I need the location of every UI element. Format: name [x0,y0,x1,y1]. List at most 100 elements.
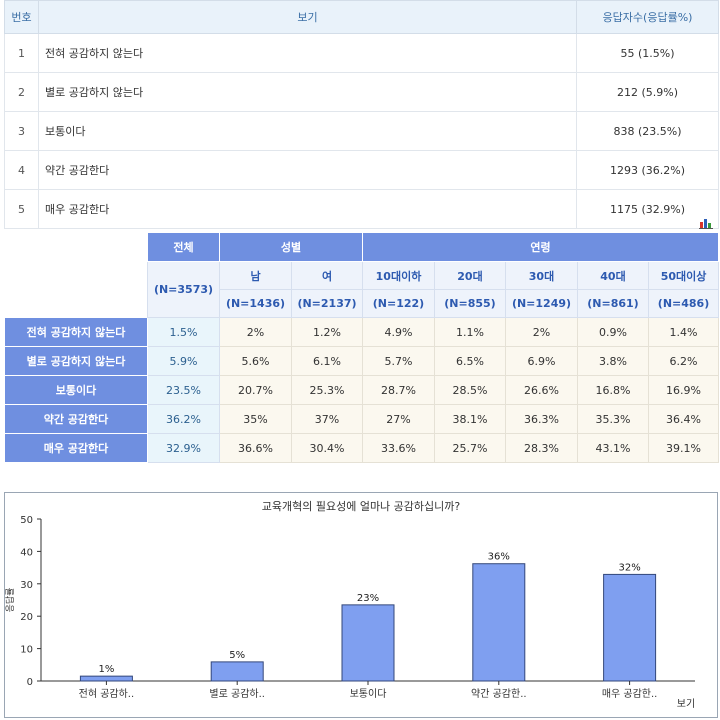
group-value: 1.4% [647,317,720,347]
group-value: 28.5% [434,375,506,405]
row-count: 1175 (32.9%) [576,189,719,229]
group-value: 37% [291,404,363,434]
group-value: 1.1% [434,317,506,347]
total-value: 32.9% [147,433,220,463]
group-value: 2% [219,317,292,347]
group-value: 35.3% [577,404,649,434]
gender-header: 성별 [219,232,363,262]
group-value: 16.8% [577,375,649,405]
group-value: 4.9% [362,317,435,347]
group-value: 25.7% [434,433,506,463]
response-bar-chart: 교육개혁의 필요성에 얼마나 공감하십니까? 0 10 20 30 40 50 응답률 보기 1%… [4,492,718,718]
group-value: 27% [362,404,435,434]
group-value: 28.7% [362,375,435,405]
row-label: 매우 공감한다 [38,189,577,229]
row-count: 212 (5.9%) [576,72,719,112]
table-row: 1 전혀 공감하지 않는다 55 (1.5%) [4,33,719,73]
total-header: 전체 [147,232,220,262]
group-value: 25.3% [291,375,363,405]
bar-chart-icon[interactable] [699,217,713,229]
row-label: 전혀 공감하지 않는다 [4,317,148,347]
row-number: 5 [4,189,39,229]
bar-data-label: 1% [98,664,114,675]
group-value: 39.1% [647,433,720,463]
group-value: 36.6% [219,433,292,463]
x-tick-label: 매우 공감한.. [602,688,658,700]
cross-table-row: 매우 공감한다 32.9% 36.6% 30.4% 33.6% 25.7% 28.3% 43.… [4,433,720,463]
x-tick-label: 전혀 공감하.. [79,687,135,700]
cross-tab-body: 전혀 공감하지 않는다 1.5% 2% 1.2% 4.9% 1.1% 2% 0.9% 1.4% 별… [4,317,720,463]
subgroup-label: 40대 [577,261,649,290]
total-value: 5.9% [147,346,220,376]
x-tick-label: 약간 공감한.. [471,688,527,700]
group-value: 36.4% [647,404,720,434]
y-tick-label: 20 [20,612,33,623]
bar-data-label: 32% [618,562,640,573]
row-number: 2 [4,72,39,112]
subgroup-label: 10대이하 [362,261,435,290]
chart-bar [341,604,395,682]
x-axis-label: 보기 [677,698,695,710]
cross-table-row: 별로 공감하지 않는다 5.9% 5.6% 6.1% 5.7% 6.5% 6.9% 3.8% 6… [4,346,720,376]
x-tick-label: 별로 공감하.. [209,687,265,700]
total-n: (N=3573) [147,261,220,318]
row-label: 보통이다 [38,111,577,151]
group-value: 28.3% [505,433,578,463]
subgroup-n: (N=486) [647,289,720,318]
subgroup-label: 남 [219,261,292,290]
subgroup-label: 50대이상 [647,261,720,290]
cross-table-row: 전혀 공감하지 않는다 1.5% 2% 1.2% 4.9% 1.1% 2% 0.9% 1.4% [4,317,720,347]
row-count: 55 (1.5%) [576,33,719,73]
y-axis-label: 응답률 [5,588,16,613]
group-value: 38.1% [434,404,506,434]
row-number: 3 [4,111,39,151]
chart-bar [210,661,264,682]
cross-table-row: 보통이다 23.5% 20.7% 25.3% 28.7% 28.5% 26.6% 16.8% 1… [4,375,720,405]
x-tick-label: 보통이다 [350,688,387,700]
subgroup-n: (N=1249) [505,289,578,318]
row-label: 보통이다 [4,375,148,405]
total-value: 1.5% [147,317,220,347]
row-number: 1 [4,33,39,73]
table-row: 2 별로 공감하지 않는다 212 (5.9%) [4,72,719,112]
group-value: 5.7% [362,346,435,376]
subgroup-label: 20대 [434,261,506,290]
y-tick-label: 10 [20,645,33,656]
y-tick-label: 50 [20,515,33,526]
row-number: 4 [4,150,39,190]
subgroup-n: (N=861) [577,289,649,318]
group-value: 5.6% [219,346,292,376]
chart-bar [472,563,526,682]
cross-table-row: 약간 공감한다 36.2% 35% 37% 27% 38.1% 36.3% 35.3% 36.4… [4,404,720,434]
group-value: 20.7% [219,375,292,405]
group-value: 33.6% [362,433,435,463]
group-value: 6.1% [291,346,363,376]
group-value: 26.6% [505,375,578,405]
group-value: 16.9% [647,375,720,405]
y-tick-label: 30 [20,580,33,591]
group-value: 3.8% [577,346,649,376]
subgroup-label: 30대 [505,261,578,290]
bar-data-label: 5% [229,650,245,661]
row-count: 1293 (36.2%) [576,150,719,190]
header-count: 응답자수(응답률%) [576,0,719,34]
group-value: 30.4% [291,433,363,463]
y-tick-label: 0 [27,677,33,688]
cross-tab-table: 전체 성별 연령 (N=3573) 남 여 10대이하 20대 30대 40대 … [4,232,720,463]
row-label: 별로 공감하지 않는다 [38,72,577,112]
row-label: 약간 공감한다 [38,150,577,190]
cross-header-row: 전체 성별 연령 [4,232,720,318]
group-value: 43.1% [577,433,649,463]
table-row: 3 보통이다 838 (23.5%) [4,111,719,151]
subgroup-n: (N=122) [362,289,435,318]
row-label: 별로 공감하지 않는다 [4,346,148,376]
total-value: 23.5% [147,375,220,405]
group-value: 1.2% [291,317,363,347]
header-no: 번호 [4,0,39,34]
group-value: 35% [219,404,292,434]
cross-subheader-row: (N=3573) 남 여 10대이하 20대 30대 40대 50대이상 [5,261,720,318]
table-row: 4 약간 공감한다 1293 (36.2%) [4,150,719,190]
y-tick-label: 40 [20,547,33,558]
group-value: 6.5% [434,346,506,376]
